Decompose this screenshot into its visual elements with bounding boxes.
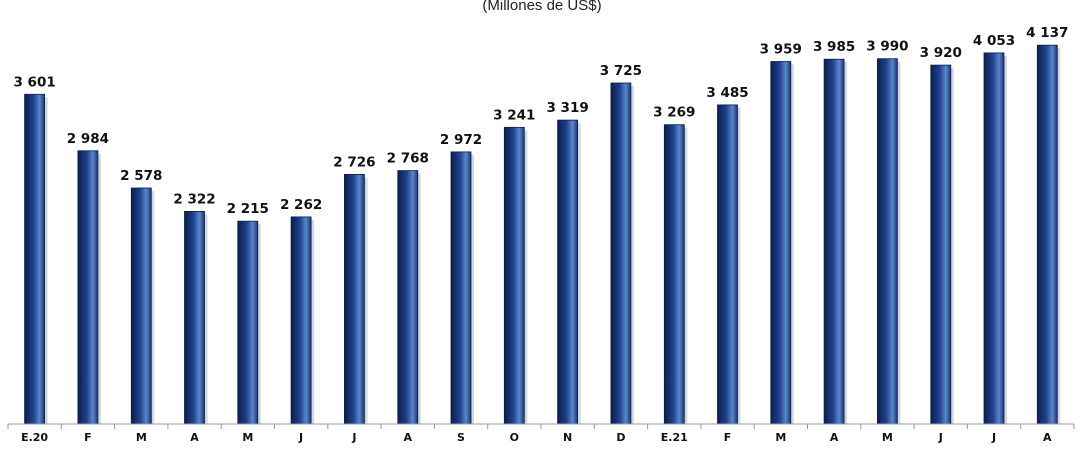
data-label: 2 215 <box>227 201 269 217</box>
bar <box>397 170 419 425</box>
x-tick-label: M <box>242 431 253 444</box>
bar <box>823 58 845 425</box>
x-tick-label: N <box>563 431 572 444</box>
bar <box>237 220 259 425</box>
bar <box>770 61 792 425</box>
data-label: 3 269 <box>653 105 695 121</box>
x-tick-label: F <box>84 431 92 444</box>
data-label: 2 578 <box>120 168 162 184</box>
x-tick-label: A <box>404 431 413 444</box>
data-label: 2 322 <box>173 191 215 207</box>
x-tick-label: J <box>351 431 356 444</box>
x-tick-label: J <box>938 431 943 444</box>
bar <box>877 58 898 425</box>
bar <box>663 124 685 425</box>
data-label: 3 959 <box>760 42 802 58</box>
x-tick-label: A <box>190 431 199 444</box>
data-label: 3 920 <box>920 45 962 61</box>
x-tick-label: M <box>882 431 893 444</box>
bar <box>557 119 578 425</box>
bar <box>930 64 952 425</box>
data-label: 2 768 <box>387 151 429 167</box>
x-axis-tick-labels: E.20 F M A M J J A S O N D E.21 F M A M J J A <box>21 431 1052 444</box>
x-axis-ticks <box>7 424 1075 429</box>
bar <box>290 216 312 425</box>
bar <box>77 150 99 425</box>
bar <box>184 210 205 425</box>
data-label: 3 990 <box>866 39 908 55</box>
x-tick-label: S <box>457 431 465 444</box>
bar <box>24 93 46 425</box>
data-label: 3 319 <box>546 100 588 116</box>
x-tick-label: E.21 <box>661 431 688 444</box>
bar <box>130 187 152 425</box>
x-tick-label: E.20 <box>21 431 48 444</box>
x-tick-label: F <box>724 431 732 444</box>
data-label: 3 241 <box>493 107 535 123</box>
data-label: 3 985 <box>813 39 855 55</box>
data-label: 3 725 <box>600 63 642 79</box>
data-label: 3 485 <box>706 85 748 101</box>
x-tick-label: D <box>616 431 625 444</box>
data-label: 3 601 <box>13 74 55 90</box>
x-tick-label: M <box>775 431 786 444</box>
bar <box>343 173 365 425</box>
x-tick-label: J <box>991 431 996 444</box>
bar <box>983 52 1005 425</box>
bars-layer <box>24 44 1061 425</box>
x-tick-label: J <box>298 431 303 444</box>
bar <box>1036 44 1058 425</box>
data-label: 2 262 <box>280 197 322 213</box>
chart-subtitle: (Millones de US$) <box>482 0 601 14</box>
data-label: 2 984 <box>67 131 109 147</box>
x-tick-label: A <box>830 431 839 444</box>
bar <box>717 104 738 425</box>
bar <box>503 126 525 425</box>
x-tick-label: O <box>510 431 519 444</box>
data-label: 4 053 <box>973 33 1015 49</box>
data-label: 4 137 <box>1026 25 1068 41</box>
x-tick-label: M <box>136 431 147 444</box>
bar <box>610 82 632 425</box>
data-label: 2 972 <box>440 132 482 148</box>
bar <box>450 151 472 425</box>
x-tick-label: A <box>1043 431 1052 444</box>
data-labels-layer: 3 601 2 984 2 578 2 322 2 215 2 262 2 726 2 768… <box>13 25 1068 217</box>
data-label: 2 726 <box>333 154 375 170</box>
